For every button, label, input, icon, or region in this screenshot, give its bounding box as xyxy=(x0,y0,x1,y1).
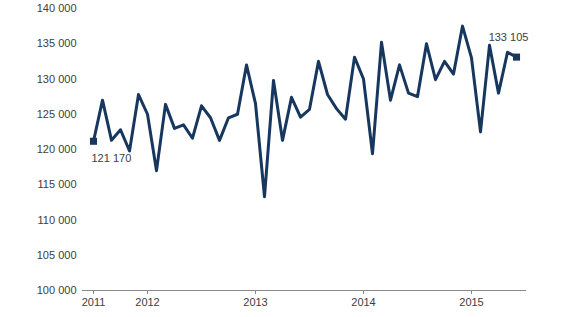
svg-text:2014: 2014 xyxy=(351,296,375,308)
svg-text:105 000: 105 000 xyxy=(37,249,77,261)
svg-text:133 105: 133 105 xyxy=(489,31,529,43)
svg-text:2011: 2011 xyxy=(82,296,106,308)
svg-text:100 000: 100 000 xyxy=(37,284,77,296)
svg-text:110 000: 110 000 xyxy=(38,214,77,226)
svg-text:115 000: 115 000 xyxy=(38,178,77,190)
svg-text:2012: 2012 xyxy=(135,296,159,308)
svg-text:135 000: 135 000 xyxy=(37,37,77,49)
svg-text:140 000: 140 000 xyxy=(37,2,77,14)
svg-text:125 000: 125 000 xyxy=(37,108,77,120)
svg-text:120 000: 120 000 xyxy=(37,143,77,155)
svg-text:2015: 2015 xyxy=(459,296,483,308)
svg-text:130 000: 130 000 xyxy=(37,73,77,85)
svg-text:2013: 2013 xyxy=(243,296,267,308)
svg-text:121 170: 121 170 xyxy=(92,152,132,164)
